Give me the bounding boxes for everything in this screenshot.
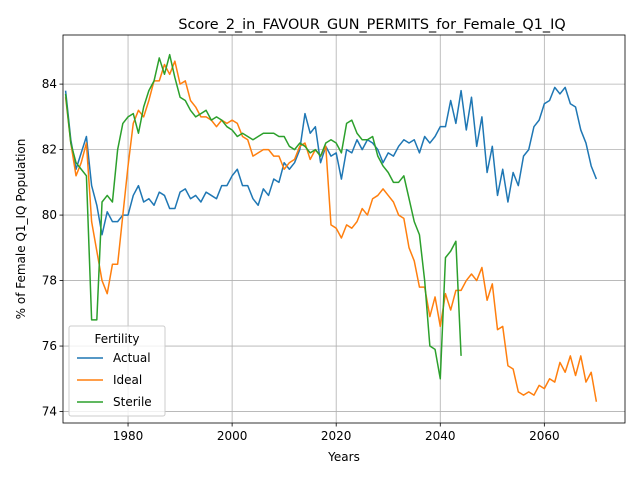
y-tick-label: 74 xyxy=(42,405,57,419)
y-tick-label: 78 xyxy=(42,274,57,288)
y-tick-label: 80 xyxy=(42,208,57,222)
legend: Fertility Actual Ideal Sterile xyxy=(68,325,166,417)
legend-entry-ideal: Ideal xyxy=(113,373,142,387)
series-line-actual xyxy=(64,86,598,236)
series-layer xyxy=(64,53,598,402)
x-tick-label: 2040 xyxy=(425,429,456,443)
legend-entry-sterile: Sterile xyxy=(113,395,152,409)
y-tick-label: 84 xyxy=(42,77,57,91)
x-tick-label: 1980 xyxy=(113,429,144,443)
y-tick-label: 82 xyxy=(42,143,57,157)
y-axis-label: % of Female Q1_IQ Population xyxy=(14,139,28,320)
x-axis: 1980 2000 2020 2040 2060 xyxy=(113,423,560,443)
x-axis-label: Years xyxy=(327,450,360,464)
y-tick-label: 76 xyxy=(42,339,57,353)
chart-title: Score_2_in_FAVOUR_GUN_PERMITS_for_Female… xyxy=(178,17,565,33)
y-axis: 74 76 78 80 82 84 xyxy=(42,77,63,419)
legend-title: Fertility xyxy=(94,332,139,346)
x-tick-label: 2000 xyxy=(217,429,248,443)
legend-entry-actual: Actual xyxy=(113,351,151,365)
legend-box xyxy=(68,325,166,417)
plot-frame xyxy=(62,34,626,424)
x-tick-label: 2020 xyxy=(321,429,352,443)
series-line-sterile xyxy=(64,53,462,380)
x-tick-label: 2060 xyxy=(529,429,560,443)
